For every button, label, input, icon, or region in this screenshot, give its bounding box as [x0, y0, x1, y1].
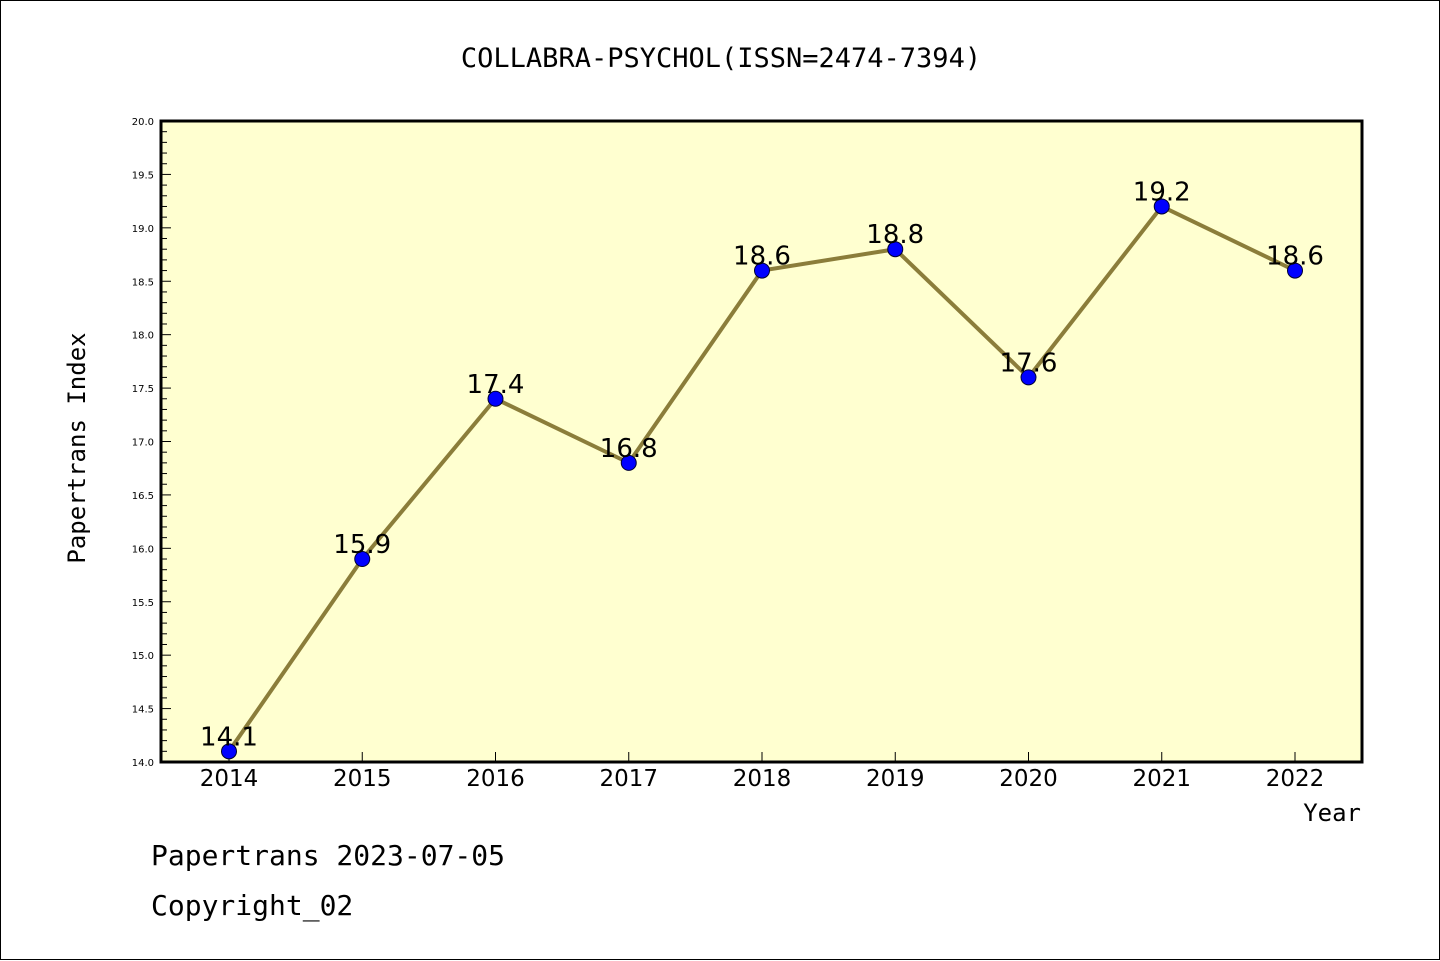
x-tick-label: 2014: [200, 766, 259, 792]
x-tick-label: 2017: [599, 766, 658, 792]
data-labels: 14.1 15.9 17.4 16.8 18.6 18.8 17.6 19.2 18.6: [200, 177, 1324, 752]
y-tick-label: 20.0: [132, 117, 154, 128]
data-point: [887, 241, 904, 258]
data-point: [754, 262, 770, 279]
x-tick-label: 2015: [333, 766, 392, 792]
x-axis-title: Year: [1303, 799, 1361, 827]
data-point: [221, 743, 237, 760]
data-point: [487, 390, 504, 407]
y-tick-label: 18.0: [132, 331, 154, 342]
y-tick-label: 17.0: [132, 438, 154, 449]
data-label: 14.1: [200, 722, 258, 752]
x-tick-label: 2019: [866, 766, 925, 792]
y-tick-label: 14.0: [132, 758, 154, 769]
y-tick-label: 19.5: [132, 170, 154, 181]
x-tick-label: 2018: [733, 766, 792, 792]
data-label: 15.9: [333, 530, 391, 560]
footer-date: Papertrans 2023-07-05: [151, 839, 505, 872]
data-point: [1287, 262, 1303, 279]
data-point: [354, 551, 371, 568]
footer-copyright: Copyright_02: [151, 889, 353, 923]
y-tick-label: 19.0: [132, 224, 154, 235]
data-label: 18.8: [866, 220, 924, 250]
x-tick-label: 2016: [466, 766, 525, 792]
data-label: 17.4: [467, 370, 525, 400]
data-label: 18.6: [733, 242, 791, 272]
x-tick-label: 2021: [1132, 766, 1191, 792]
data-label: 16.8: [600, 434, 658, 464]
x-tick-label: 2022: [1266, 766, 1325, 792]
y-axis: 14.0 14.5 15.0 15.5 16.0 16.5 17.0 17.5 18.0 18.5…: [132, 117, 171, 769]
y-tick-label: 14.5: [132, 705, 154, 716]
data-point: [1153, 198, 1170, 215]
series-layer: [221, 198, 1303, 760]
y-tick-label: 15.0: [132, 651, 154, 662]
y-tick-label: 16.0: [132, 544, 154, 555]
data-point: [620, 454, 637, 471]
x-tick-label: 2020: [999, 766, 1058, 792]
y-axis-title: Papertrans Index: [63, 332, 91, 563]
y-tick-label: 16.5: [132, 491, 154, 502]
y-tick-label: 15.5: [132, 598, 154, 609]
data-label: 19.2: [1133, 177, 1191, 207]
y-tick-label: 18.5: [132, 277, 154, 288]
y-tick-label: 17.5: [132, 384, 154, 395]
data-label: 18.6: [1266, 242, 1324, 272]
data-point: [1020, 369, 1037, 386]
plot-area: [161, 121, 1362, 762]
x-axis: 2014 2015 2016 2017 2018 2019 2020 2021 2022: [200, 752, 1325, 792]
chart-title: COLLABRA-PSYCHOL(ISSN=2474-7394): [461, 43, 981, 74]
data-label: 17.6: [1000, 348, 1058, 378]
plot-border: [159, 119, 1364, 764]
